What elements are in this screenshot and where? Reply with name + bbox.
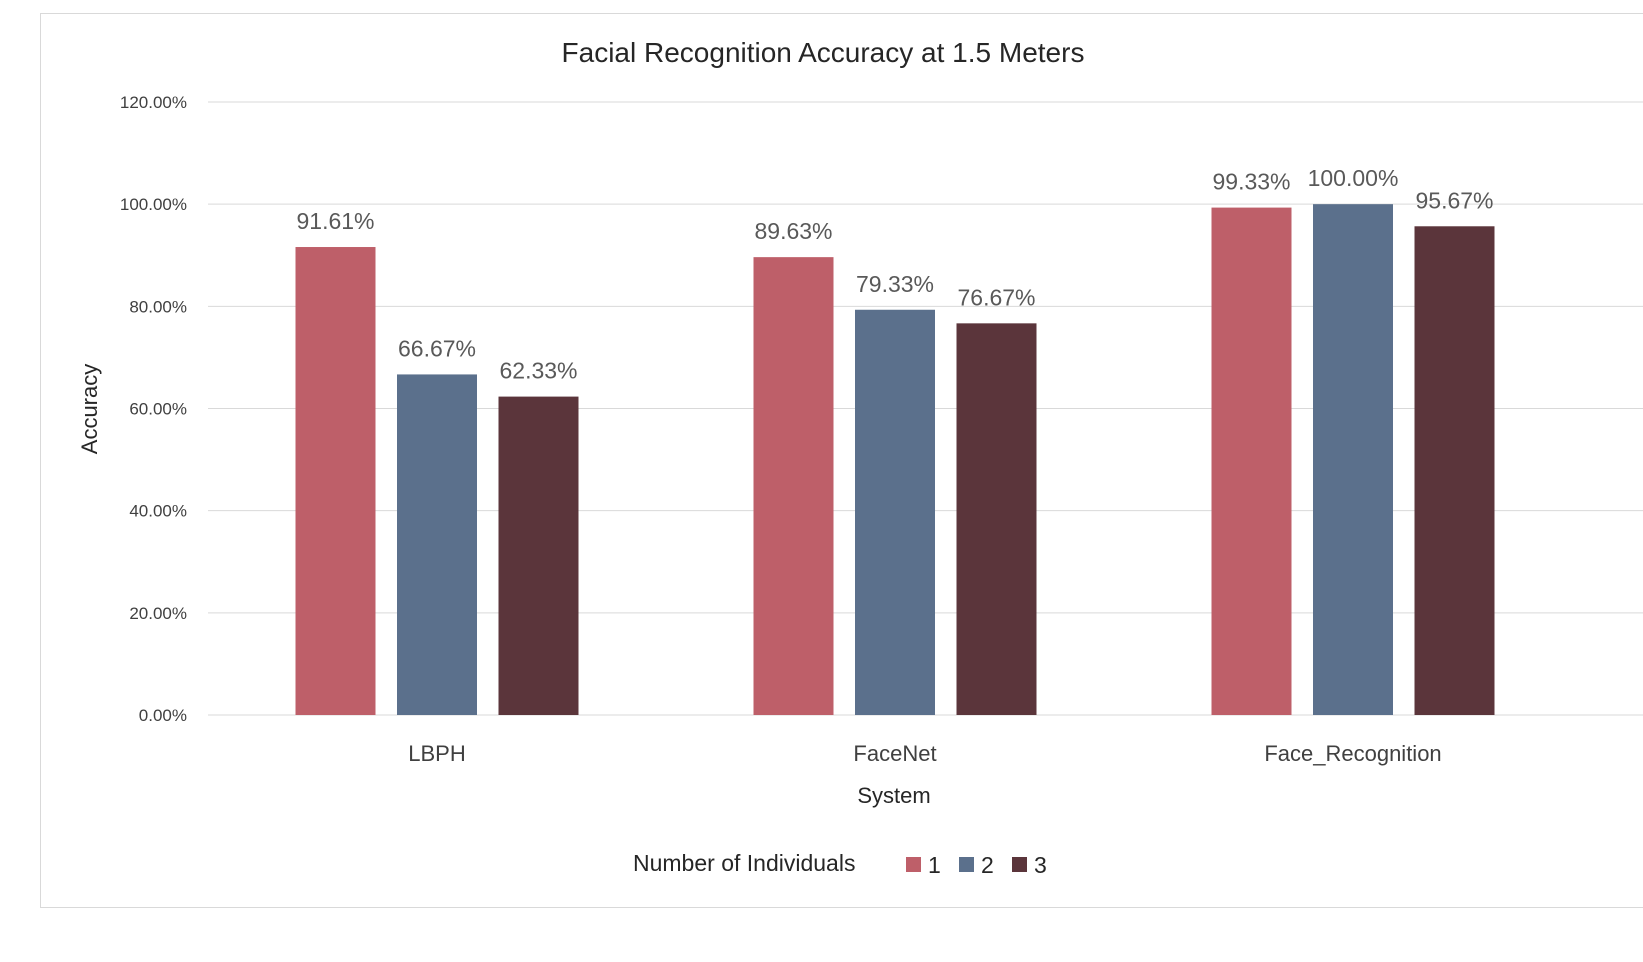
- data-label: 66.67%: [398, 335, 476, 361]
- y-axis-title: Accuracy: [77, 364, 102, 454]
- chart-title: Facial Recognition Accuracy at 1.5 Meter…: [562, 37, 1085, 68]
- data-label: 99.33%: [1212, 169, 1290, 195]
- data-label: 100.00%: [1308, 165, 1399, 191]
- legend-title: Number of Individuals: [633, 850, 855, 876]
- x-axis-title: System: [857, 783, 930, 808]
- bar-series-1-lbph: [295, 247, 376, 716]
- legend-label-3: 3: [1034, 852, 1047, 878]
- x-axis-categories: LBPH FaceNet Face_Recognition: [408, 741, 1441, 766]
- bar-series-1-facenet: [753, 257, 834, 715]
- x-category-label: LBPH: [408, 741, 465, 766]
- data-label: 76.67%: [957, 284, 1035, 310]
- y-tick-label: 80.00%: [129, 297, 187, 316]
- bar-series-3-lbph: [498, 396, 579, 715]
- bars: [295, 204, 1495, 716]
- x-category-label: Face_Recognition: [1264, 741, 1441, 766]
- bar-series-2-lbph: [397, 374, 477, 715]
- legend-label-1: 1: [928, 852, 941, 878]
- bar-series-2-face_recognition: [1313, 204, 1393, 715]
- bar-series-3-facenet: [956, 323, 1037, 715]
- y-tick-label: 40.00%: [129, 502, 187, 521]
- y-axis-ticks: 0.00% 20.00% 40.00% 60.00% 80.00% 100.00% 120.…: [120, 93, 187, 725]
- legend-swatch-2: [959, 857, 974, 872]
- y-tick-label: 0.00%: [139, 706, 187, 725]
- data-label: 91.61%: [296, 208, 374, 234]
- bar-series-1-face_recognition: [1211, 207, 1292, 716]
- data-label: 89.63%: [754, 218, 832, 244]
- bar-series-2-facenet: [855, 309, 935, 715]
- legend-swatch-3: [1012, 857, 1027, 872]
- data-labels: 91.61% 66.67% 62.33% 89.63% 79.33% 76.67% 99.3…: [296, 165, 1493, 383]
- y-tick-label: 120.00%: [120, 93, 187, 112]
- y-tick-label: 100.00%: [120, 195, 187, 214]
- legend-swatch-1: [906, 857, 921, 872]
- y-tick-label: 20.00%: [129, 604, 187, 623]
- legend: Number of Individuals 1 2 3: [633, 850, 1047, 878]
- bar-series-3-face_recognition: [1414, 226, 1495, 715]
- data-label: 95.67%: [1415, 187, 1493, 213]
- x-category-label: FaceNet: [853, 741, 936, 766]
- legend-label-2: 2: [981, 852, 994, 878]
- y-tick-label: 60.00%: [129, 400, 187, 419]
- data-label: 79.33%: [856, 271, 934, 297]
- data-label: 62.33%: [499, 358, 577, 384]
